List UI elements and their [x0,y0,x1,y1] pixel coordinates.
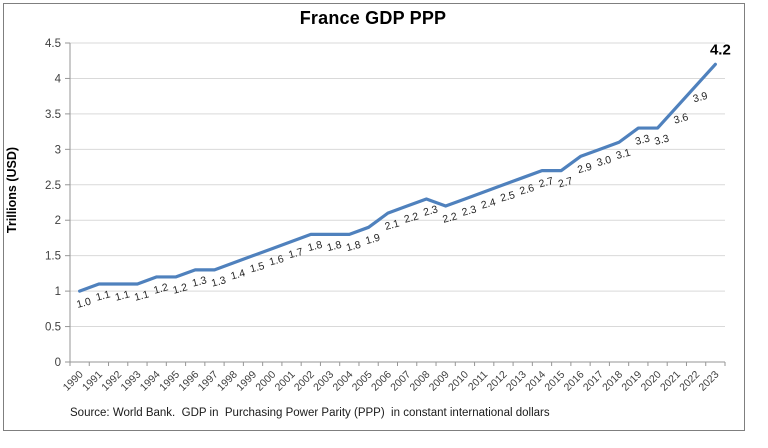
x-tick-label: 2003 [311,369,336,394]
x-tick-label: 2010 [446,369,471,394]
data-label: 2.7 [538,175,555,190]
data-label: 2.4 [480,196,497,211]
data-label: 1.5 [249,260,266,275]
x-tick-label: 2002 [292,369,317,394]
x-tick-label: 2005 [350,369,375,394]
y-tick-label: 3.5 [45,109,61,121]
y-tick-label: 1 [55,286,61,298]
x-tick-label: 2006 [369,369,394,394]
data-label: 1.8 [345,239,362,254]
data-label: 1.8 [326,239,343,254]
x-tick-label: 2022 [677,369,702,394]
data-label: 3.6 [672,111,689,126]
x-tick-label: 2007 [388,369,413,394]
gdp-line [78,62,717,293]
x-tick-label: 1991 [80,369,105,394]
y-tick-label: 3 [55,144,61,156]
x-tick-label: 2001 [273,369,298,394]
y-tick-label: 2.5 [45,180,61,192]
y-tick-label: 0.5 [45,322,61,334]
data-label: 2.3 [422,203,439,218]
data-label: 1.1 [133,288,150,303]
x-tick-label: 1996 [176,369,201,394]
x-tick-label: 2011 [466,369,491,394]
data-label: 2.3 [461,203,478,218]
data-label: 1.6 [268,253,285,268]
data-label: 1.9 [364,232,381,247]
x-tick-label: 2004 [330,369,355,394]
data-label: 3.0 [595,154,612,169]
x-tick-label: 2016 [562,369,587,394]
x-tick-label: 1994 [138,369,163,394]
x-tick-label: 2021 [658,369,683,394]
x-tick-label: 2023 [696,369,721,394]
data-label: 1.3 [210,274,227,289]
data-label: 1.1 [95,288,112,303]
x-tick-label: 2017 [581,369,606,394]
x-tick-label: 2012 [485,369,510,394]
chart-frame [3,3,745,431]
data-label: 1.4 [229,267,246,282]
y-tick-label: 4 [55,73,62,85]
x-tick-label: 1993 [119,369,144,394]
data-label: 3.3 [653,132,670,147]
x-tick-label: 1992 [99,369,124,394]
final-data-label: 4.2 [710,41,731,58]
source-note: Source: World Bank. GDP in Purchasing Po… [70,407,550,419]
x-tick-label: 2008 [408,369,433,394]
data-label: 1.3 [191,274,208,289]
data-label: 1.2 [152,281,169,296]
data-label: 1.7 [287,246,304,261]
x-tick-label: 2019 [619,369,644,394]
data-label: 3.3 [634,132,651,147]
data-label: 2.7 [557,175,574,190]
x-tick-label: 2014 [523,369,548,394]
data-label: 1.1 [114,288,131,303]
y-tick-label: 4.5 [45,38,61,50]
y-axis-title: Trillions (USD) [5,146,19,234]
x-tick-label: 2018 [600,369,625,394]
x-tick-label: 1990 [61,369,86,394]
data-label: 1.8 [306,239,323,254]
data-label: 2.2 [441,210,458,225]
x-tick-label: 1995 [157,369,182,394]
data-label: 1.0 [75,295,92,310]
chart-title: France GDP PPP [299,8,447,28]
x-tick-label: 2013 [504,369,529,394]
x-tick-label: 1999 [234,369,259,394]
x-tick-label: 2020 [639,369,664,394]
data-label: 3.9 [692,90,709,105]
y-tick-label: 1.5 [45,251,61,263]
data-label: 2.1 [383,218,400,233]
data-label: 2.5 [499,189,516,204]
x-tick-label: 1998 [215,369,240,394]
data-label: 2.9 [576,161,593,176]
x-tick-label: 1997 [196,369,221,394]
y-tick-label: 0 [55,357,61,369]
data-label: 2.6 [518,182,535,197]
x-tick-label: 2000 [253,369,278,394]
x-tick-label: 2009 [427,369,452,394]
data-label: 1.2 [172,281,189,296]
data-label: 3.1 [615,147,632,162]
y-tick-label: 2 [55,215,61,227]
x-tick-label: 2015 [542,369,567,394]
data-label: 2.2 [403,210,420,225]
